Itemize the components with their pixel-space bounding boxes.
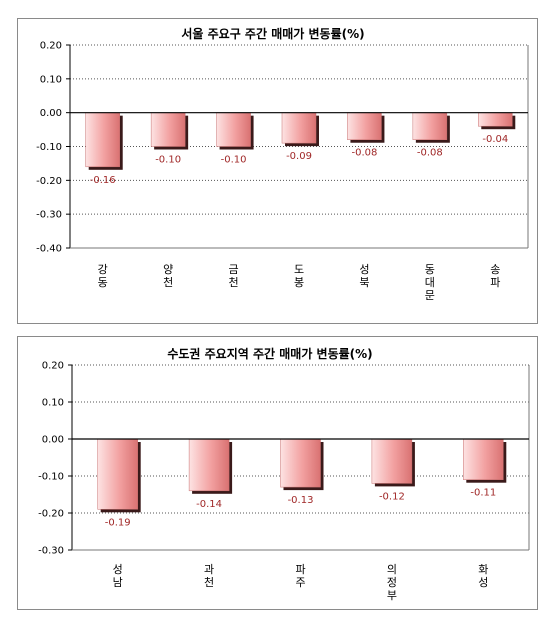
bar	[150, 112, 186, 147]
x-tick-label: 과	[204, 563, 214, 576]
x-tick-label: 대	[425, 276, 435, 289]
data-label: -0.16	[90, 175, 116, 186]
data-label: -0.04	[482, 134, 508, 145]
x-tick-label: 문	[425, 289, 435, 302]
data-label: -0.12	[379, 491, 405, 502]
y-tick-label: -0.40	[36, 244, 62, 255]
chart-panel-seoul: 서울 주요구 주간 매매가 변동률(%) 0.20 0.10 0.00 -0.10 -0.…	[17, 18, 538, 324]
chart-panel-capital-region: 수도권 주요지역 주간 매매가 변동률(%) 0.20 0.10 0.00 -0.10 -…	[17, 336, 538, 610]
y-tick-label: -0.20	[38, 509, 64, 520]
y-tick-label: -0.30	[36, 210, 62, 221]
x-tick-label: 송	[490, 263, 500, 276]
chart-title: 수도권 주요지역 주간 매매가 변동률(%)	[167, 346, 372, 361]
data-label: -0.13	[288, 495, 314, 506]
chart-capital-region: 수도권 주요지역 주간 매매가 변동률(%) 0.20 0.10 0.00 -0.10 -…	[38, 346, 530, 602]
x-tick-label: 천	[204, 575, 214, 589]
bar	[97, 438, 138, 510]
x-tick-label: 강	[98, 263, 108, 276]
x-tick-label: 천	[163, 275, 173, 289]
bar	[347, 112, 382, 140]
bar	[85, 112, 120, 168]
x-tick-label: 파	[295, 563, 305, 576]
y-tick-label: -0.30	[38, 546, 64, 557]
x-tick-label: 동	[98, 276, 108, 289]
x-tick-label: 양	[163, 263, 173, 276]
y-tick-label: 0.10	[42, 398, 64, 409]
x-tick-label: 성	[478, 576, 488, 589]
x-tick-label: 성	[359, 263, 369, 276]
x-tick-label: 봉	[294, 276, 304, 289]
x-tick-label: 남	[113, 576, 123, 589]
x-tick-label: 도	[294, 263, 304, 276]
x-tick-label: 금	[229, 263, 239, 276]
data-label: -0.10	[221, 155, 247, 166]
data-label: -0.10	[155, 155, 181, 166]
y-tick-label: 0.10	[40, 74, 62, 85]
x-tick-label: 성	[113, 563, 123, 576]
bar	[280, 438, 321, 488]
y-tick-label: 0.00	[40, 108, 62, 119]
bar	[478, 112, 513, 127]
x-tick-label: 주	[295, 576, 305, 589]
y-tick-label: -0.20	[36, 176, 62, 187]
bar	[412, 112, 448, 140]
bar	[188, 438, 230, 492]
x-tick-label: 북	[359, 276, 369, 289]
data-label: -0.08	[351, 148, 377, 159]
x-tick-label: 화	[478, 563, 488, 576]
x-tick-label: 정	[387, 576, 397, 589]
bar	[463, 438, 504, 480]
x-tick-label: 동	[425, 263, 435, 276]
y-tick-label: 0.20	[40, 41, 62, 52]
x-tick-label: 파	[490, 276, 500, 289]
bar	[281, 112, 317, 144]
x-tick-label: 천	[229, 275, 239, 289]
data-label: -0.19	[105, 517, 131, 528]
bar	[371, 438, 413, 484]
x-tick-label: 의	[387, 563, 397, 576]
chart-title: 서울 주요구 주간 매매가 변동률(%)	[181, 26, 364, 41]
data-label: -0.08	[417, 148, 443, 159]
y-tick-label: 0.00	[42, 435, 64, 446]
y-tick-label: -0.10	[36, 142, 62, 153]
data-label: -0.14	[196, 499, 222, 510]
x-tick-label: 부	[387, 589, 397, 602]
data-label: -0.09	[286, 151, 312, 162]
chart-seoul: 서울 주요구 주간 매매가 변동률(%) 0.20 0.10 0.00 -0.10 -0.…	[36, 26, 529, 302]
y-tick-label: -0.10	[38, 472, 64, 483]
data-label: -0.11	[470, 488, 496, 499]
bar	[216, 112, 251, 147]
y-tick-label: 0.20	[42, 361, 64, 372]
